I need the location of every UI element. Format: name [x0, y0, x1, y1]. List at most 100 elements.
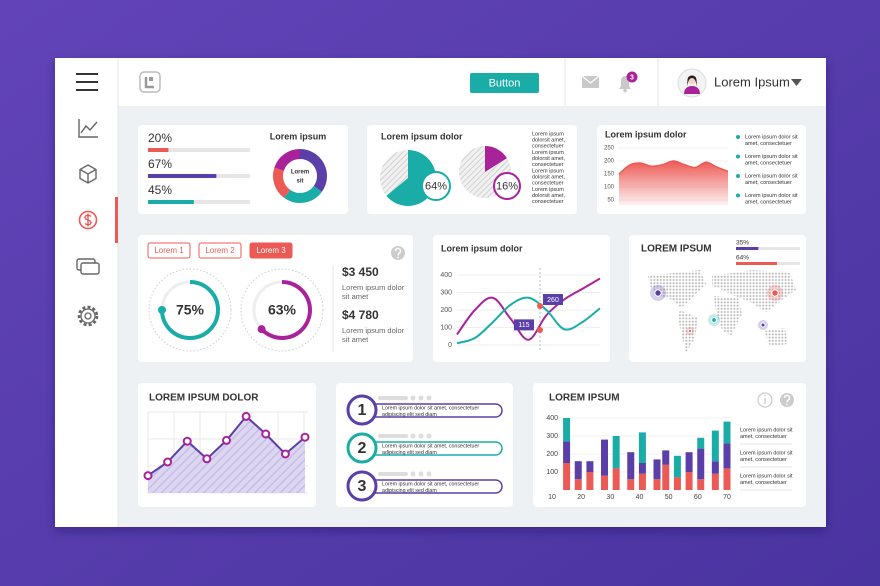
gauge-label: 75%	[176, 302, 205, 318]
progress-label: 67%	[148, 157, 172, 171]
amount-note: Lorem ipsum dolor	[342, 283, 405, 292]
map-marker	[711, 317, 717, 323]
settings-icon[interactable]	[77, 305, 99, 327]
step-circle	[346, 470, 378, 502]
notification-icon[interactable]	[619, 71, 638, 93]
step-text: adipiscing elit sed diam	[382, 412, 437, 418]
progress-bar	[148, 174, 217, 178]
bar-segment	[723, 468, 731, 490]
x-tick-label: 70	[723, 494, 731, 501]
step-dot	[426, 471, 432, 477]
trend-marker	[163, 457, 173, 467]
bar-segment	[653, 459, 661, 480]
cards-icon[interactable]	[76, 258, 100, 275]
series-line	[456, 277, 601, 341]
primary-button[interactable]	[470, 73, 539, 93]
tab-label[interactable]: Lorem 1	[154, 246, 184, 255]
x-tick-label: 40	[636, 494, 644, 501]
progress-bar	[148, 148, 169, 152]
logo[interactable]	[139, 71, 161, 93]
dropdown-arrow[interactable]	[791, 79, 802, 86]
dollar-icon[interactable]	[78, 210, 98, 230]
bar-segment	[612, 436, 620, 469]
bar-segment	[586, 461, 594, 472]
legend-text: Lorem ipsum dolor sit	[740, 473, 793, 479]
map-marker	[687, 328, 693, 334]
legend-text: dolorsit amet,	[532, 193, 565, 199]
x-tick-label: 30	[606, 494, 614, 501]
y-tick-label: 300	[546, 433, 558, 440]
bar-segment	[638, 473, 646, 490]
amount: $4 780	[342, 308, 379, 322]
gauge-ring	[240, 268, 324, 352]
chart-icon[interactable]	[78, 119, 98, 138]
step-dot	[426, 433, 432, 439]
tab-label[interactable]: Lorem 3	[256, 246, 286, 255]
help-icon[interactable]	[780, 393, 794, 407]
active-indicator	[115, 197, 118, 243]
bar-segment	[697, 448, 705, 480]
legend-text: dolorsit amet,	[532, 156, 565, 162]
bar-segment	[601, 475, 608, 490]
continent	[648, 270, 706, 308]
bar-segment	[601, 439, 608, 476]
button-label[interactable]: Button	[489, 77, 521, 89]
bar-segment	[723, 443, 731, 469]
progress-label: 45%	[148, 183, 172, 197]
bar-segment	[673, 455, 681, 478]
y-tick-label: 0	[448, 342, 452, 349]
step-dot	[410, 395, 416, 401]
avatar[interactable]	[677, 68, 707, 98]
legend-text: consectetuer	[532, 162, 564, 168]
bar-segment	[711, 461, 719, 474]
tab-label[interactable]: Lorem 2	[205, 246, 235, 255]
legend-text: Lorem ipsum	[532, 131, 564, 137]
step-text: Lorem ipsum dolor sit amet, consectetuer	[382, 443, 479, 449]
y-tick-label: 150	[604, 172, 615, 178]
continent	[714, 296, 742, 336]
tab[interactable]	[249, 242, 293, 259]
user-name[interactable]: Lorem Ipsum	[714, 74, 790, 89]
help-icon	[391, 246, 405, 260]
mail-icon[interactable]	[581, 75, 600, 88]
progress-track	[148, 200, 250, 204]
map-marker	[654, 289, 662, 297]
menu-icon[interactable]	[76, 73, 98, 91]
legend-text: consectetuer	[532, 199, 564, 205]
tab[interactable]	[147, 242, 191, 259]
bar-segment	[711, 430, 719, 462]
info-icon[interactable]	[757, 392, 773, 408]
step-placeholder	[378, 396, 408, 400]
legend-text: Lorem ipsum dolor sit	[740, 450, 793, 456]
step-number: 2	[358, 440, 367, 457]
bar-segment	[697, 479, 705, 490]
y-tick-label: 200	[546, 451, 558, 458]
legend-text: amet, consectetuer	[740, 457, 787, 463]
donut-label: Lorem	[291, 170, 309, 176]
bar-segment	[697, 437, 705, 449]
legend-text: amet, consectetuer	[740, 434, 787, 440]
x-tick-label: 50	[665, 494, 673, 501]
tab[interactable]	[198, 242, 242, 259]
map-stat-label: 35%	[736, 240, 749, 247]
cube-icon[interactable]	[79, 164, 97, 184]
y-tick-label: 100	[546, 469, 558, 476]
pie-slice	[485, 146, 507, 172]
help-glyph	[786, 403, 788, 406]
y-tick-label: 100	[604, 185, 615, 191]
trend-marker	[143, 471, 153, 481]
donut-segment	[274, 149, 301, 172]
map-marker	[771, 289, 779, 297]
amount: $3 450	[342, 265, 379, 279]
donut-segment	[273, 167, 291, 198]
y-tick-label: 400	[546, 415, 558, 422]
pie-badge	[493, 172, 521, 200]
legend-dot	[736, 154, 740, 159]
gauge-knob	[158, 306, 166, 314]
step-dot	[410, 433, 416, 439]
step-number: 3	[358, 478, 367, 495]
bar-segment	[723, 421, 731, 444]
notification-count: 3	[630, 74, 634, 81]
step-text: Lorem ipsum dolor sit amet, consectetuer	[382, 481, 479, 487]
